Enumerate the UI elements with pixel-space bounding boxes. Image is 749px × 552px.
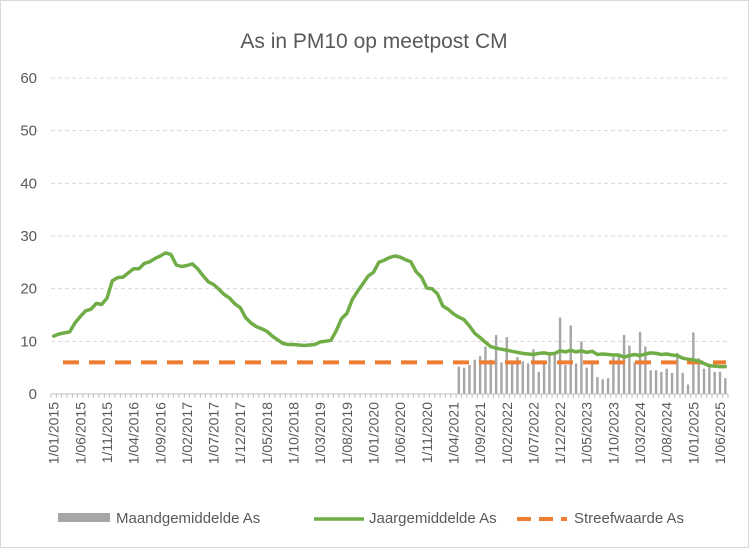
x-tick-label: 1/11/2015 bbox=[99, 402, 115, 463]
x-tick-label: 1/05/2023 bbox=[579, 402, 595, 464]
x-tick-label: 1/01/2020 bbox=[366, 402, 382, 464]
bar bbox=[516, 357, 519, 394]
bar bbox=[580, 341, 583, 394]
bar bbox=[702, 368, 706, 394]
bar bbox=[718, 371, 722, 394]
x-tick-label: 1/11/2020 bbox=[419, 402, 435, 463]
bar bbox=[628, 345, 631, 394]
bar bbox=[596, 377, 599, 394]
legend-item: Jaargemiddelde As bbox=[314, 510, 497, 527]
y-tick-label: 40 bbox=[20, 175, 37, 192]
y-tick-label: 50 bbox=[20, 123, 37, 140]
bar bbox=[654, 370, 658, 394]
x-tick-label: 1/03/2019 bbox=[312, 402, 328, 464]
bar bbox=[548, 351, 551, 394]
x-tick-label: 1/02/2017 bbox=[179, 402, 195, 464]
bar bbox=[510, 364, 514, 394]
legend-label: Streefwaarde As bbox=[574, 510, 684, 527]
bar bbox=[484, 346, 487, 394]
y-tick-label: 10 bbox=[20, 333, 37, 350]
annual-line-path bbox=[51, 251, 728, 369]
bar bbox=[649, 370, 652, 394]
legend-swatch bbox=[58, 513, 110, 522]
bar bbox=[526, 363, 530, 394]
x-tick-label: 1/04/2016 bbox=[126, 402, 142, 464]
bar bbox=[633, 362, 636, 394]
y-tick-label: 60 bbox=[20, 70, 37, 87]
x-tick-label: 1/06/2025 bbox=[712, 402, 728, 464]
x-tick-label: 1/03/2024 bbox=[632, 402, 648, 464]
bar bbox=[665, 368, 668, 394]
bar bbox=[564, 365, 567, 394]
bar bbox=[676, 352, 679, 394]
bar bbox=[569, 325, 572, 394]
x-tick-label: 1/08/2019 bbox=[339, 402, 355, 464]
chart-title: As in PM10 op meetpost CM bbox=[240, 30, 507, 53]
y-tick-label: 0 bbox=[29, 386, 37, 403]
x-tick-label: 1/06/2015 bbox=[72, 402, 88, 464]
x-tick-label: 1/04/2021 bbox=[445, 402, 461, 464]
bar bbox=[708, 364, 711, 394]
x-axis-ticks: 1/01/2015 1/06/2015 1/11/2015 1/04/2016 1/09… bbox=[46, 394, 729, 464]
bar bbox=[660, 371, 663, 394]
bar bbox=[697, 358, 700, 394]
bar bbox=[724, 378, 727, 394]
bar bbox=[457, 366, 460, 394]
bar bbox=[500, 362, 503, 394]
x-tick-label: 1/02/2022 bbox=[499, 402, 515, 464]
legend-label: Maandgemiddelde As bbox=[116, 510, 260, 527]
bar bbox=[489, 359, 492, 394]
x-tick-label: 1/07/2017 bbox=[206, 402, 222, 464]
bar bbox=[644, 346, 647, 394]
x-tick-label: 1/10/2023 bbox=[605, 402, 621, 464]
bar bbox=[553, 354, 556, 394]
x-tick-label: 1/05/2018 bbox=[259, 402, 275, 464]
bar bbox=[494, 335, 498, 394]
y-axis-ticks: 0 10 20 30 40 50 60 bbox=[20, 70, 37, 403]
bar bbox=[468, 365, 471, 394]
legend: Maandgemiddelde As Jaargemiddelde As Stree… bbox=[58, 510, 684, 527]
y-tick-label: 20 bbox=[20, 281, 37, 298]
bar bbox=[585, 367, 588, 394]
grid bbox=[51, 77, 728, 342]
y-tick-label: 30 bbox=[20, 228, 37, 245]
x-tick-label: 1/09/2021 bbox=[472, 402, 488, 464]
bar bbox=[532, 349, 535, 394]
x-tick-label: 1/12/2022 bbox=[552, 402, 568, 464]
bar bbox=[681, 372, 684, 394]
x-tick-label: 1/09/2016 bbox=[152, 402, 168, 464]
bar bbox=[462, 367, 466, 394]
x-tick-label: 1/08/2024 bbox=[659, 402, 675, 464]
bar bbox=[617, 356, 620, 394]
legend-item: Maandgemiddelde As bbox=[58, 510, 260, 527]
bar bbox=[713, 371, 716, 394]
legend-label: Jaargemiddelde As bbox=[369, 510, 497, 527]
bar bbox=[606, 378, 610, 394]
bar bbox=[686, 384, 690, 394]
x-tick-label: 1/06/2020 bbox=[392, 402, 408, 464]
bar bbox=[612, 357, 615, 394]
bar bbox=[622, 335, 626, 394]
bar bbox=[601, 379, 604, 394]
bar bbox=[473, 359, 476, 394]
bar bbox=[537, 371, 540, 394]
x-tick-label: 1/12/2017 bbox=[232, 402, 248, 464]
x-tick-label: 1/07/2022 bbox=[525, 402, 541, 464]
bar bbox=[670, 372, 674, 394]
bar bbox=[478, 356, 482, 394]
bar bbox=[505, 337, 508, 394]
bar bbox=[574, 363, 578, 394]
x-tick-label: 1/01/2025 bbox=[685, 402, 701, 464]
bar bbox=[558, 317, 562, 394]
bar bbox=[542, 362, 546, 394]
x-tick-label: 1/01/2015 bbox=[46, 402, 62, 464]
x-tick-label: 1/10/2018 bbox=[286, 402, 302, 464]
legend-item: Streefwaarde As bbox=[517, 510, 684, 527]
bar bbox=[521, 361, 524, 394]
monthly-bars bbox=[457, 317, 727, 394]
annual-line bbox=[51, 251, 728, 369]
bar bbox=[590, 361, 594, 394]
